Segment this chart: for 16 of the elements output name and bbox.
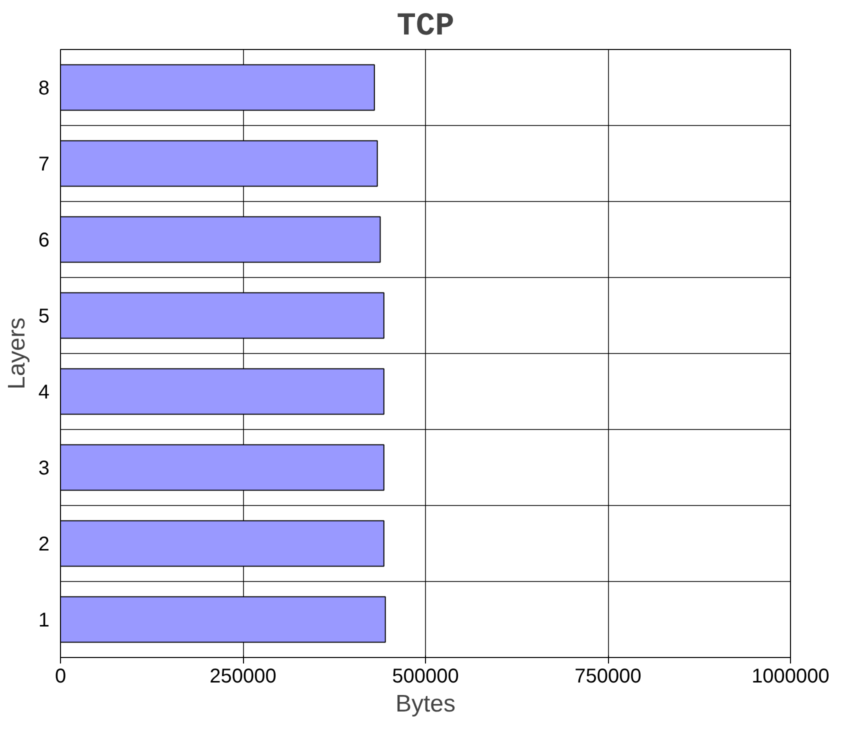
x-tick-label: 750000 xyxy=(574,666,642,688)
y-tick-label: 5 xyxy=(38,306,50,328)
y-axis-title: Layers xyxy=(3,317,30,390)
y-tick-label: 8 xyxy=(38,78,50,100)
x-tick-label: 1000000 xyxy=(752,666,830,688)
x-tick-label: 500000 xyxy=(392,666,459,688)
y-tick-label: 7 xyxy=(38,154,50,176)
chart-title: TCP xyxy=(396,8,454,44)
y-tick-label: 3 xyxy=(38,458,50,480)
y-tick-label: 1 xyxy=(38,610,50,632)
y-tick-label: 2 xyxy=(38,534,50,556)
x-tick-label: 250000 xyxy=(210,666,276,688)
x-axis-title: Bytes xyxy=(395,690,456,718)
x-tick-label: 0 xyxy=(54,666,66,688)
y-tick-label: 6 xyxy=(38,230,50,252)
y-tick-label: 4 xyxy=(38,382,50,404)
